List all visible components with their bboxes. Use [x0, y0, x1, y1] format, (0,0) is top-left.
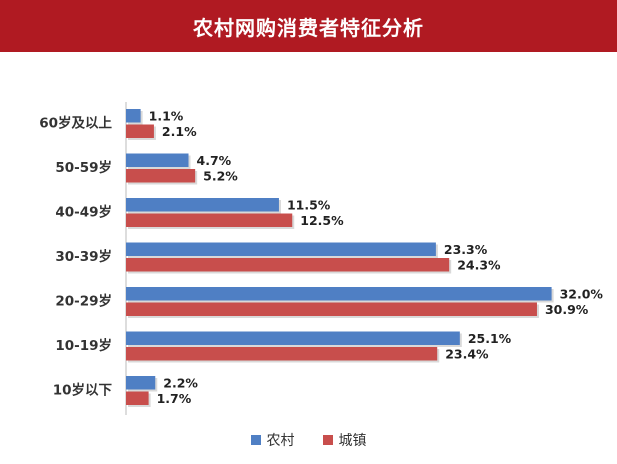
data-label: 23.3% — [444, 242, 488, 257]
bar-urban — [126, 213, 293, 227]
bar-rural — [126, 198, 279, 212]
legend-item-urban: 城镇 — [322, 430, 367, 450]
chart-title-bar: 农村网购消费者特征分析 — [0, 0, 617, 52]
data-label: 23.4% — [445, 347, 489, 362]
data-label: 32.0% — [560, 287, 604, 302]
bar-rural — [126, 242, 436, 256]
data-label: 4.7% — [197, 153, 232, 168]
data-label: 12.5% — [300, 213, 344, 228]
bar-rural — [126, 331, 460, 345]
chart-title: 农村网购消费者特征分析 — [193, 15, 424, 40]
bar-urban — [126, 302, 537, 316]
category-label: 20-29岁 — [55, 293, 112, 310]
data-label: 5.2% — [203, 169, 238, 184]
category-label: 60岁及以上 — [39, 115, 112, 132]
category-label: 10-19岁 — [55, 337, 112, 354]
bar-urban — [126, 391, 149, 405]
bar-urban — [126, 347, 438, 361]
bar-urban — [126, 124, 154, 138]
data-label: 1.1% — [149, 109, 184, 124]
data-label: 25.1% — [468, 331, 512, 346]
data-label: 24.3% — [457, 258, 501, 273]
data-label: 2.1% — [162, 124, 197, 139]
legend-item-rural: 农村 — [250, 430, 295, 450]
data-label: 30.9% — [545, 302, 589, 317]
data-label: 1.7% — [157, 391, 192, 406]
data-label: 2.2% — [163, 376, 198, 391]
bar-urban — [126, 258, 450, 272]
legend-swatch-rural — [250, 435, 261, 445]
legend-label-rural: 农村 — [266, 433, 295, 449]
bar-rural — [126, 109, 141, 123]
category-label: 40-49岁 — [55, 204, 112, 221]
category-label: 30-39岁 — [55, 248, 112, 265]
data-label: 11.5% — [287, 198, 331, 213]
bar-urban — [126, 169, 196, 183]
category-label: 10岁以下 — [53, 382, 113, 399]
category-label: 50-59岁 — [55, 159, 112, 176]
bar-rural — [126, 376, 156, 390]
legend-label-urban: 城镇 — [338, 433, 367, 449]
chart-legend: 农村 城镇 — [0, 428, 617, 452]
legend-swatch-urban — [322, 435, 333, 445]
bar-rural — [126, 153, 189, 167]
bar-rural — [126, 287, 552, 301]
